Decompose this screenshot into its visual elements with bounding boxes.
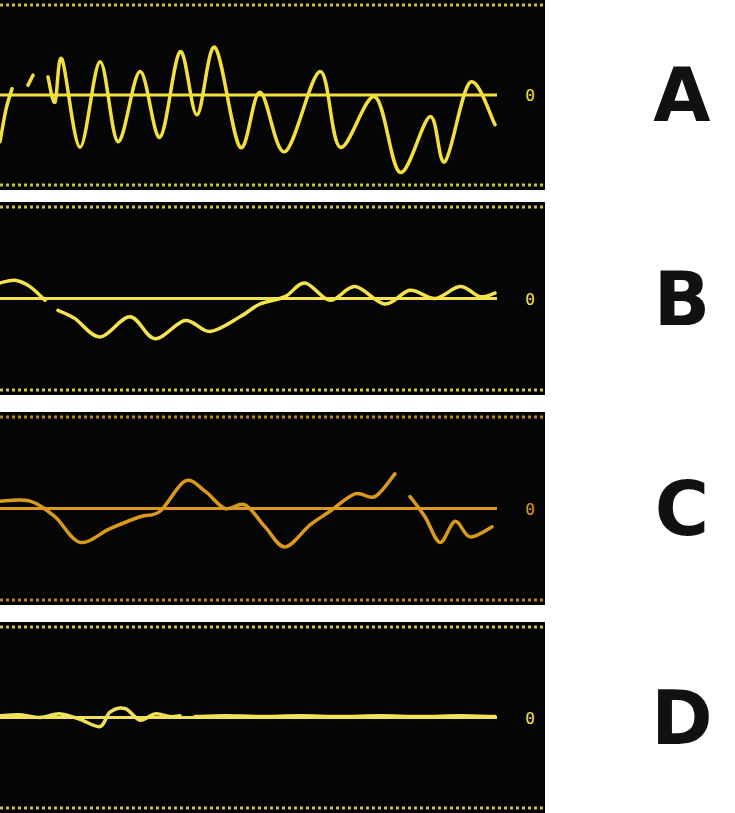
trace bbox=[0, 474, 492, 547]
panel-background bbox=[0, 202, 545, 395]
trace-group bbox=[0, 708, 495, 727]
panel: 0 bbox=[0, 622, 545, 813]
panel: 0 bbox=[0, 0, 545, 190]
panel-background bbox=[0, 412, 545, 605]
frame-line bbox=[0, 626, 545, 629]
panel-letter: C bbox=[655, 466, 709, 552]
panel-letter: B bbox=[654, 256, 710, 342]
background bbox=[0, 0, 735, 813]
trace-group bbox=[0, 280, 495, 339]
trace bbox=[0, 708, 495, 727]
zero-line bbox=[0, 94, 497, 97]
tick-label: 0 bbox=[525, 290, 535, 309]
panel-background bbox=[0, 0, 545, 190]
zero-line bbox=[0, 297, 497, 300]
trace bbox=[0, 280, 495, 339]
frame-line bbox=[0, 184, 545, 187]
tick-label: 0 bbox=[525, 500, 535, 519]
trace-group bbox=[0, 47, 495, 173]
trace bbox=[0, 47, 495, 173]
trace-group bbox=[0, 474, 492, 547]
frame-line bbox=[0, 416, 545, 419]
panel-background bbox=[0, 622, 545, 813]
tick-label: 0 bbox=[525, 86, 535, 105]
panel: 0 bbox=[0, 412, 545, 605]
frame-line bbox=[0, 599, 545, 602]
frame-line bbox=[0, 807, 545, 810]
frame-line bbox=[0, 206, 545, 209]
panel-letter: A bbox=[653, 52, 710, 138]
panel-letter: D bbox=[651, 675, 712, 761]
figure: 0 A 0 B 0 C 0 D bbox=[0, 0, 735, 813]
frame-line bbox=[0, 389, 545, 392]
panel: 0 bbox=[0, 202, 545, 395]
tick-label: 0 bbox=[525, 709, 535, 728]
frame-line bbox=[0, 4, 545, 7]
